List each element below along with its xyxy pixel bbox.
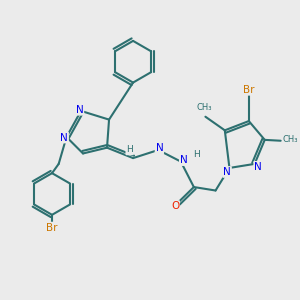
Text: CH₃: CH₃ [196,103,212,112]
Text: N: N [254,162,262,172]
Text: N: N [76,105,83,115]
Text: Br: Br [46,223,58,232]
Text: N: N [155,143,163,153]
Text: N: N [223,167,231,177]
Text: O: O [171,201,179,211]
Text: CH₃: CH₃ [282,135,298,144]
Text: H: H [194,150,200,159]
Text: N: N [60,133,68,142]
Text: Br: Br [243,85,255,95]
Text: H: H [126,146,133,154]
Text: N: N [180,155,188,165]
